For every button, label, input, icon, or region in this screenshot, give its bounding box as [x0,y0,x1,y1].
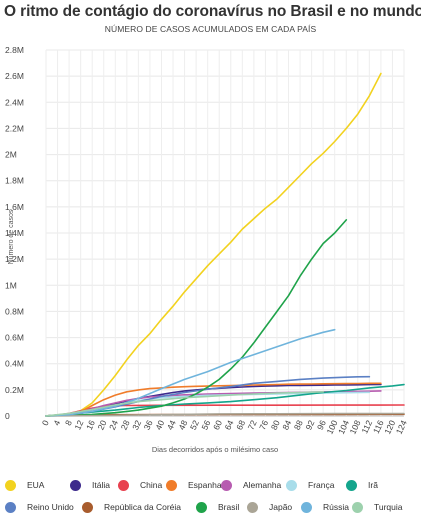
legend-swatch [118,479,129,491]
x-tick-label: 36 [142,418,155,431]
legend-label: EUA [27,480,45,490]
y-tick-label: 2.4M [5,97,24,107]
legend-swatch [5,479,16,491]
y-tick-label: 2.2M [5,123,24,133]
y-tick-label: 2M [5,150,17,160]
y-axis-ticks: 0 0.2M 0.4M 0.6M 0.8M 1M 1.2M 1.4M 1.6M 1.8M 2M 2.2… [5,45,24,421]
page-title: O ritmo de contágio do coronavírus no Br… [4,3,421,20]
legend-item-republica-da-coreia: República da Coréia [82,500,181,514]
x-tick-label: 40 [153,418,166,431]
legend-item-espanha: Espanha [166,478,222,492]
y-tick-label: 1.2M [5,254,24,264]
x-tick-label: 72 [246,418,259,431]
x-tick-label: 60 [211,418,224,431]
legend-label: China [140,480,163,490]
x-tick-label: 96 [315,418,328,431]
legend-item-russia: Rússia [301,500,349,514]
series-line-russia [45,328,336,417]
legend-item-reino-unido: Reino Unido [5,500,74,514]
legend-label: Turquia [374,502,403,512]
legend-swatch [196,501,207,513]
x-tick-label: 16 [84,418,97,431]
y-axis-label: Número de casos [8,209,15,264]
legend-item-brasil: Brasil [196,500,239,514]
legend-label: Reino Unido [27,502,74,512]
legend-swatch [286,479,297,491]
x-tick-label: 28 [119,418,132,431]
x-tick-label: 32 [130,418,143,431]
x-tick-label: 76 [257,418,270,431]
y-tick-label: 0 [5,411,10,421]
x-axis-label: Dias decorridos após o milésimo caso [152,445,278,454]
series-line-ira [45,383,405,417]
series-line-eua [45,72,382,417]
series-line-espanha [45,382,382,417]
x-tick-label: 64 [223,418,236,431]
y-tick-label: 1.4M [5,228,24,238]
legend-item-japao: Japão [247,500,292,514]
legend-label: Espanha [188,480,222,490]
chart-legend: EUA Itália China Espanha Alemanha França Irã Re… [0,470,421,515]
x-tick-label: 12 [72,418,85,431]
legend-swatch [301,501,312,513]
legend-item-turquia: Turquia [352,500,403,514]
legend-swatch [166,479,177,491]
legend-label: Japão [269,502,293,512]
legend-label: Rússia [323,502,349,512]
series-line-turquia [45,390,325,417]
legend-label: Irã [368,480,378,490]
line-chart: 0 0.2M 0.4M 0.6M 0.8M 1M 1.2M 1.4M 1.6M 1.8M 2M 2.2… [5,45,409,454]
x-tick-label: 8 [63,418,74,427]
legend-label: França [308,480,335,490]
legend-label: Brasil [218,502,240,512]
legend-swatch [346,479,357,491]
legend-swatch [70,479,81,491]
y-tick-label: 1.6M [5,202,24,212]
x-tick-label: 68 [234,418,247,431]
y-tick-label: 0.2M [5,385,24,395]
series-line-japao [45,412,405,417]
x-axis-ticks: 0 4 81216202428323640444852566064687276808… [40,418,409,435]
x-tick-label: 44 [165,418,178,431]
legend-item-eua: EUA [5,478,44,492]
legend-swatch [247,501,258,513]
x-tick-label: 92 [303,418,316,431]
y-tick-label: 0.6M [5,333,24,343]
x-tick-label: 84 [280,418,293,431]
y-tick-label: 2.6M [5,71,24,81]
grid-lines [45,49,405,417]
legend-item-ira: Irã [346,478,378,492]
legend-swatch [352,501,363,513]
page-subtitle: NÚMERO DE CASOS ACUMULADOS EM CADA PAÍS [104,24,317,34]
legend-swatch [5,501,16,513]
legend-item-italia: Itália [70,478,110,492]
x-tick-label: 0 [40,418,51,427]
y-tick-label: 1M [5,280,17,290]
x-tick-label: 4 [51,418,62,427]
y-tick-label: 0.4M [5,359,24,369]
y-tick-label: 0.8M [5,306,24,316]
series-lines [45,72,405,417]
x-tick-label: 80 [269,418,282,431]
x-tick-label: 20 [95,418,108,431]
legend-swatch [82,501,93,513]
legend-label: Itália [92,480,110,490]
x-tick-label: 24 [107,418,120,431]
legend-swatch [221,479,232,491]
x-tick-label: 48 [176,418,189,431]
x-tick-label: 56 [199,418,212,431]
legend-item-alemanha: Alemanha [221,478,281,492]
legend-label: Alemanha [243,480,282,490]
legend-item-china: China [118,478,162,492]
x-tick-label: 88 [292,418,305,431]
series-line-brasil [45,219,348,417]
y-tick-label: 2.8M [5,45,24,55]
x-tick-label: 52 [188,418,201,431]
legend-item-franca: França [286,478,334,492]
y-tick-label: 1.8M [5,176,24,186]
x-tick-label: 124 [394,418,409,435]
legend-label: República da Coréia [104,502,182,512]
